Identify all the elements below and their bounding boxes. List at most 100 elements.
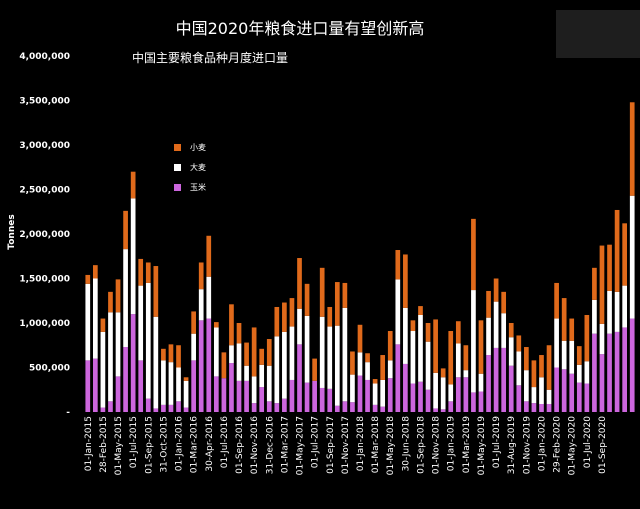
bar-segment xyxy=(342,282,348,308)
x-tick-label: 01-Mar-2019 xyxy=(462,416,472,474)
x-tick-label: 01-Jan-2016 xyxy=(175,416,185,472)
bar-segment xyxy=(395,250,401,280)
x-tick-label: 01-May-2015 xyxy=(114,416,124,475)
bar-segment xyxy=(297,258,302,309)
bar-segment xyxy=(206,235,212,277)
bar-segment xyxy=(433,319,438,373)
bar-segment xyxy=(161,404,166,412)
bar-segment xyxy=(168,362,174,405)
bar-segment xyxy=(289,298,295,327)
bar-segment xyxy=(478,391,484,412)
bar-segment xyxy=(327,388,333,412)
bar-segment xyxy=(614,331,620,412)
bar-segment xyxy=(138,285,144,361)
bar-segment xyxy=(440,377,446,410)
x-tick-label: 01-May-2017 xyxy=(296,416,306,475)
bar-segment xyxy=(433,372,438,409)
bar-segment xyxy=(357,375,363,412)
bar-segment xyxy=(130,171,136,199)
bar-segment xyxy=(531,360,537,388)
bar-segment xyxy=(576,364,582,383)
y-tick-label: 2,500,000 xyxy=(19,186,70,196)
bar-segment xyxy=(319,267,325,317)
bar-segment xyxy=(455,377,461,412)
bar-segment xyxy=(516,385,522,412)
bar-segment xyxy=(289,379,295,412)
bar-segment xyxy=(274,403,280,412)
bar-segment xyxy=(493,301,499,348)
bar-segment xyxy=(554,318,559,368)
bar-segment xyxy=(297,308,302,345)
bar-segment xyxy=(213,322,219,328)
bar-segment xyxy=(569,373,575,412)
x-tick-label: 01-Jan-2019 xyxy=(447,416,457,472)
bar-segment xyxy=(198,289,204,321)
bar-segment xyxy=(153,408,159,412)
bar-segment xyxy=(198,262,204,290)
bar-segment xyxy=(448,401,454,412)
bar-segment xyxy=(357,324,363,353)
bar-segment xyxy=(145,398,151,412)
bar-segment xyxy=(584,361,590,384)
x-tick-label: 01-Jul-2019 xyxy=(492,416,502,468)
bar-segment xyxy=(622,223,628,286)
bar-segment xyxy=(213,327,219,377)
bar-segment xyxy=(554,367,559,412)
bar-segment xyxy=(425,389,431,412)
bar-segment xyxy=(319,387,325,412)
bar-segment xyxy=(539,355,544,378)
bar-segment xyxy=(168,404,174,412)
bar-segment xyxy=(372,379,378,384)
x-tick-label: 01-Sep-2020 xyxy=(598,416,608,474)
bar-segment xyxy=(539,403,544,412)
bar-segment xyxy=(584,383,590,412)
bar-segment xyxy=(130,198,136,315)
bar-segment xyxy=(614,291,620,332)
bar-segment xyxy=(206,318,212,412)
bar-segment xyxy=(115,279,121,313)
corner-block xyxy=(556,10,640,58)
x-tick-label: 01-Nov-2016 xyxy=(250,416,260,474)
bar-segment xyxy=(592,267,597,300)
bar-segment xyxy=(622,327,628,412)
bar-segment xyxy=(138,360,144,412)
bar-segment xyxy=(629,318,635,412)
bar-segment xyxy=(183,377,189,381)
bar-segment xyxy=(229,304,234,346)
bar-segment xyxy=(425,323,431,342)
bar-segment xyxy=(191,360,196,412)
bar-segment xyxy=(259,348,265,365)
bar-segment xyxy=(350,402,355,412)
x-tick-label: 01-Jul-2020 xyxy=(583,416,593,468)
bar-segment xyxy=(395,344,401,412)
x-tick-label: 01-Sep-2017 xyxy=(326,416,336,474)
bar-segment xyxy=(319,316,325,388)
bar-segment xyxy=(425,341,431,390)
x-tick-label: 31-Dec-2016 xyxy=(265,416,275,475)
x-tick-label: 01-Jul-2017 xyxy=(311,416,321,468)
bar-segment xyxy=(274,336,280,404)
legend-swatch xyxy=(174,144,181,151)
bar-segment xyxy=(501,291,507,314)
bar-segment xyxy=(259,364,265,388)
bar-segment xyxy=(471,290,476,393)
y-tick-label: 2,000,000 xyxy=(19,230,70,240)
bar-segment xyxy=(380,355,386,380)
bar-segment xyxy=(463,345,469,371)
bar-segment xyxy=(539,377,544,404)
bar-segment xyxy=(357,352,363,376)
bar-segment xyxy=(418,306,423,315)
bar-segment xyxy=(236,323,242,344)
bar-segment xyxy=(448,331,454,385)
bar-segment xyxy=(123,210,128,250)
bar-segment xyxy=(599,354,605,412)
bar-segment xyxy=(403,307,408,364)
bar-segment xyxy=(524,347,529,371)
bar-segment xyxy=(297,344,302,412)
bar-segment xyxy=(486,290,491,318)
bar-segment xyxy=(123,347,128,412)
bar-segment xyxy=(448,384,454,402)
bar-segment xyxy=(92,278,98,359)
bar-segment xyxy=(524,401,529,412)
bar-segment xyxy=(85,274,91,284)
